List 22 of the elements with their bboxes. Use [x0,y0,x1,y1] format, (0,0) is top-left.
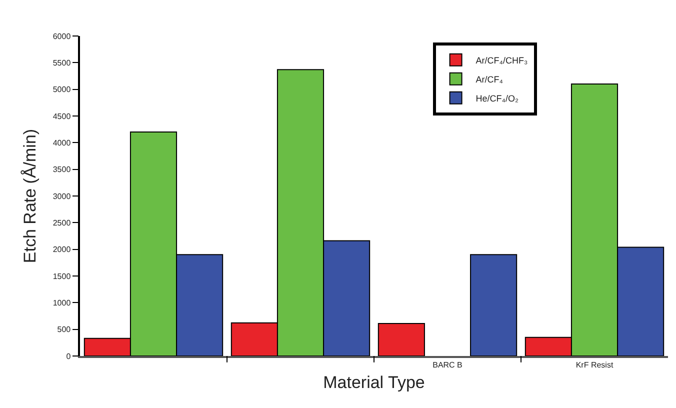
y-tick-label: 3000 [52,192,72,201]
y-tick-label: 5000 [52,85,72,94]
legend-label: Ar/CF₄ [476,74,504,84]
bar [470,254,518,356]
x-axis-title: Material Type [323,373,425,392]
y-tick-label: 1500 [52,272,72,281]
y-tick-label: 4500 [52,112,72,121]
y-axis-title: Etch Rate (Å/min) [20,128,40,264]
y-tick-label: 500 [57,325,72,334]
y-tick-label: 5500 [52,58,72,68]
y-tick-label: 2500 [52,218,72,228]
x-tick-label: KrF Resist [576,360,614,370]
bar [378,322,425,356]
legend-label: He/CF₄/O₂ [476,93,519,104]
y-tick-label: 3500 [52,165,72,174]
y-tick-label: 0 [66,352,72,361]
y-tick-label: 2000 [52,245,72,254]
y-tick-label: 6000 [52,32,72,41]
x-tick-label: BARC B [432,360,462,370]
y-tick-label: 4000 [52,138,72,148]
legend-label: Ar/CF₄/CHF₃ [476,55,528,66]
y-tick-label: 1000 [52,298,72,308]
